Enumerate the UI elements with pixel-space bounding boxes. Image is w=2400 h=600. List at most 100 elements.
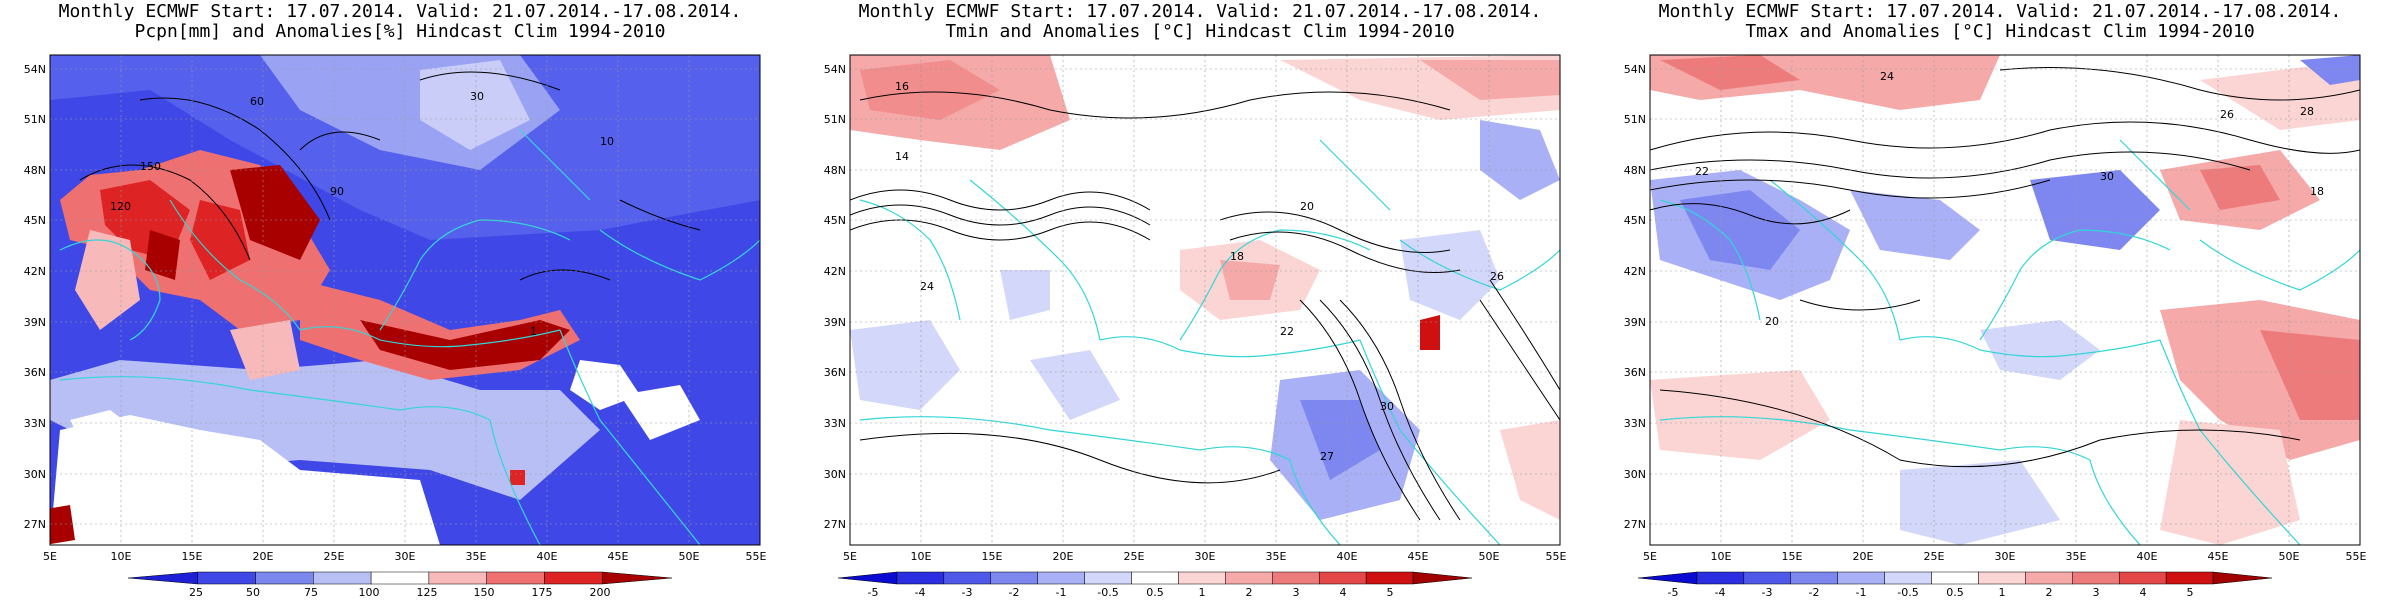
svg-text:-1: -1 bbox=[1856, 586, 1867, 599]
svg-text:175: 175 bbox=[532, 586, 553, 599]
svg-text:51N: 51N bbox=[824, 113, 846, 126]
contour-label: 1 bbox=[530, 325, 537, 338]
svg-text:25E: 25E bbox=[1924, 550, 1945, 563]
colorbar-swatch bbox=[1272, 571, 1320, 585]
colorbar-swatch bbox=[1084, 571, 1132, 585]
svg-text:20E: 20E bbox=[253, 550, 274, 563]
svg-text:40E: 40E bbox=[537, 550, 558, 563]
svg-text:30E: 30E bbox=[1995, 550, 2016, 563]
svg-text:50E: 50E bbox=[679, 550, 700, 563]
svg-text:20E: 20E bbox=[1053, 550, 1074, 563]
colorbar-swatch bbox=[255, 571, 314, 585]
svg-text:30E: 30E bbox=[395, 550, 416, 563]
svg-text:45E: 45E bbox=[2208, 550, 2229, 563]
tmin-map: 16 14 18 20 22 24 26 27 30 54N 51N 48N 4… bbox=[824, 54, 1567, 599]
svg-text:30N: 30N bbox=[1624, 468, 1646, 481]
tmax-panel: Monthly ECMWF Start: 17.07.2014. Valid: … bbox=[1600, 0, 2400, 600]
tmin-panel: Monthly ECMWF Start: 17.07.2014. Valid: … bbox=[800, 0, 1600, 600]
svg-text:5E: 5E bbox=[843, 550, 857, 563]
svg-text:51N: 51N bbox=[24, 113, 46, 126]
svg-text:3: 3 bbox=[2093, 586, 2100, 599]
svg-text:36N: 36N bbox=[1624, 366, 1646, 379]
svg-text:100: 100 bbox=[359, 586, 380, 599]
svg-text:42N: 42N bbox=[1624, 265, 1646, 278]
svg-text:27N: 27N bbox=[1624, 518, 1646, 531]
contour-label: 26 bbox=[1490, 270, 1504, 283]
svg-text:-1: -1 bbox=[1056, 586, 1067, 599]
colorbar-swatch bbox=[601, 571, 673, 585]
svg-text:-4: -4 bbox=[915, 586, 926, 599]
colorbar-swatch bbox=[1790, 571, 1838, 585]
svg-text:54N: 54N bbox=[24, 63, 46, 76]
svg-text:15E: 15E bbox=[1782, 550, 1803, 563]
svg-text:33N: 33N bbox=[24, 417, 46, 430]
colorbar-swatch bbox=[1131, 571, 1179, 585]
svg-text:50E: 50E bbox=[2279, 550, 2300, 563]
svg-text:-0.5: -0.5 bbox=[1897, 586, 1918, 599]
colorbar-swatch bbox=[2165, 571, 2214, 585]
colorbar-swatch bbox=[2212, 571, 2273, 585]
svg-text:150: 150 bbox=[474, 586, 495, 599]
svg-text:-5: -5 bbox=[868, 586, 879, 599]
svg-text:125: 125 bbox=[417, 586, 438, 599]
contour-label: 150 bbox=[140, 160, 161, 173]
svg-text:36N: 36N bbox=[824, 366, 846, 379]
contour-label: 14 bbox=[895, 150, 909, 163]
precip-panel: Monthly ECMWF Start: 17.07.2014. Valid: … bbox=[0, 0, 800, 600]
contour-label: 30 bbox=[2100, 170, 2114, 183]
panel-title-line2: Pcpn[mm] and Anomalies[%] Hindcast Clim … bbox=[134, 21, 666, 42]
colorbar-swatch bbox=[943, 571, 992, 585]
svg-text:5: 5 bbox=[2187, 586, 2194, 599]
svg-text:39N: 39N bbox=[24, 316, 46, 329]
svg-text:-3: -3 bbox=[1762, 586, 1773, 599]
lat-axis-labels: 54N 51N 48N 45N 42N 39N 36N 33N 30N 27N bbox=[1624, 63, 1646, 531]
svg-text:25: 25 bbox=[189, 586, 203, 599]
svg-text:2: 2 bbox=[2046, 586, 2053, 599]
svg-text:42N: 42N bbox=[24, 265, 46, 278]
svg-text:45N: 45N bbox=[824, 214, 846, 227]
lon-axis-labels: 5E 10E 15E 20E 25E 30E 35E 40E 45E 50E 5… bbox=[43, 550, 766, 563]
svg-text:45N: 45N bbox=[24, 214, 46, 227]
colorbar-swatch bbox=[1037, 571, 1085, 585]
contour-label: 30 bbox=[470, 90, 484, 103]
svg-text:27N: 27N bbox=[24, 518, 46, 531]
contour-label: 24 bbox=[920, 280, 934, 293]
svg-text:-2: -2 bbox=[1809, 586, 1820, 599]
svg-text:54N: 54N bbox=[824, 63, 846, 76]
colorbar-swatch bbox=[428, 571, 487, 585]
contour-label: 18 bbox=[2310, 185, 2324, 198]
colorbar-swatch bbox=[1837, 571, 1885, 585]
svg-text:50: 50 bbox=[246, 586, 260, 599]
svg-text:33N: 33N bbox=[824, 417, 846, 430]
svg-text:25E: 25E bbox=[324, 550, 345, 563]
colorbar-swatch bbox=[1178, 571, 1226, 585]
precip-colorbar bbox=[127, 571, 673, 585]
svg-text:55E: 55E bbox=[746, 550, 767, 563]
svg-text:45E: 45E bbox=[1408, 550, 1429, 563]
svg-text:5E: 5E bbox=[43, 550, 57, 563]
colorbar-swatch bbox=[1365, 571, 1414, 585]
contour-label: 22 bbox=[1280, 325, 1294, 338]
svg-text:75: 75 bbox=[304, 586, 318, 599]
svg-text:30N: 30N bbox=[24, 468, 46, 481]
panel-title-line2: Tmin and Anomalies [°C] Hindcast Clim 19… bbox=[945, 21, 1455, 42]
contour-label: 20 bbox=[1765, 315, 1779, 328]
svg-text:48N: 48N bbox=[24, 164, 46, 177]
colorbar-swatch bbox=[990, 571, 1038, 585]
colorbar-swatch bbox=[1743, 571, 1792, 585]
contour-label: 18 bbox=[1230, 250, 1244, 263]
colorbar-swatch bbox=[1637, 571, 1698, 585]
colorbar-swatch bbox=[1412, 571, 1473, 585]
colorbar-swatch bbox=[1931, 571, 1979, 585]
svg-text:-2: -2 bbox=[1009, 586, 1020, 599]
colorbar-swatch bbox=[2072, 571, 2120, 585]
lat-axis-labels: 54N 51N 48N 45N 42N 39N 36N 33N 30N 27N bbox=[24, 63, 46, 531]
colorbar-swatch bbox=[486, 571, 545, 585]
contour-label: 30 bbox=[1380, 400, 1394, 413]
svg-text:42N: 42N bbox=[824, 265, 846, 278]
svg-text:40E: 40E bbox=[1337, 550, 1358, 563]
svg-text:54N: 54N bbox=[1624, 63, 1646, 76]
colorbar-swatch bbox=[1884, 571, 1932, 585]
svg-text:51N: 51N bbox=[1624, 113, 1646, 126]
tmin-colorbar bbox=[837, 571, 1473, 585]
